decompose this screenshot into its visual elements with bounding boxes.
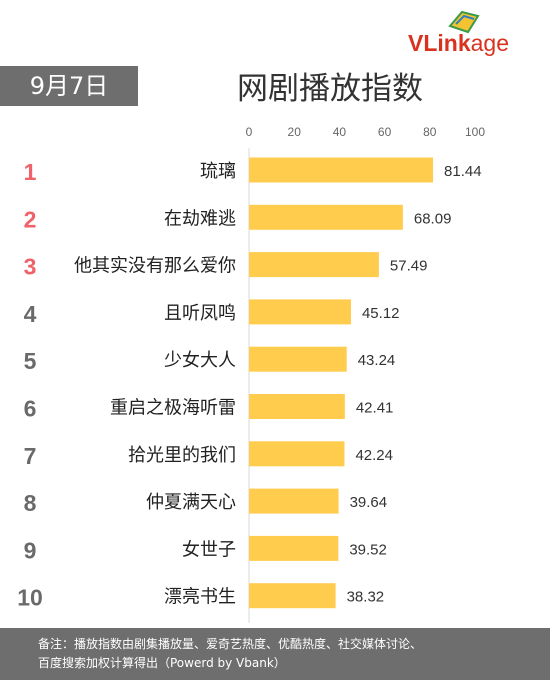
logo-text: VLinkage: [408, 30, 509, 56]
value-label: 68.09: [414, 210, 452, 227]
value-label: 42.24: [355, 447, 393, 464]
bar: [249, 157, 434, 183]
date-label: 9月7日: [0, 66, 138, 106]
bar: [249, 488, 339, 514]
footer-line-1: 备注：播放指数由剧集播放量、爱奇艺热度、优酷热度、社交媒体讨论、: [38, 637, 423, 651]
category-label: 漂亮书生: [164, 587, 236, 608]
value-label: 57.49: [390, 258, 428, 275]
rank-number: 9: [24, 537, 37, 563]
category-label: 拾光里的我们: [128, 445, 236, 466]
category-label: 少女大人: [164, 350, 236, 371]
category-label: 重启之极海听雷: [110, 398, 236, 419]
rank-number: 7: [24, 443, 37, 469]
bar: [249, 204, 403, 230]
vlinkage-logo: VLinkage: [408, 10, 538, 60]
logo-mark-icon: [448, 10, 480, 34]
value-label: 38.32: [347, 589, 385, 606]
category-label: 女世子: [182, 539, 236, 560]
rank-number: 6: [24, 396, 37, 422]
rank-number: 1: [24, 159, 37, 185]
value-label: 42.41: [356, 400, 394, 417]
category-label: 仲夏满天心: [146, 492, 236, 513]
page-title: 网剧播放指数: [237, 71, 423, 107]
bar-chart: 0 20 40 60 80 100 1 琉璃 81.44 2 在劫难逃 68.09 3 他其实没有那么爱你…: [17, 125, 485, 623]
x-tick-label: 80: [423, 125, 437, 139]
value-label: 43.24: [358, 352, 396, 369]
category-label: 琉璃: [200, 161, 236, 182]
value-label: 39.64: [350, 494, 388, 511]
rank-number: 5: [24, 348, 37, 374]
bar: [249, 583, 336, 609]
bar: [249, 441, 345, 467]
rank-number: 4: [24, 301, 37, 327]
value-label: 39.52: [349, 541, 387, 558]
rank-number: 8: [24, 490, 37, 516]
category-label: 且听凤鸣: [164, 303, 236, 324]
value-label: 45.12: [362, 305, 400, 322]
x-tick-label: 40: [333, 125, 347, 139]
rank-number: 10: [17, 585, 43, 611]
rank-number: 2: [24, 206, 37, 232]
x-tick-label: 0: [246, 125, 253, 139]
x-tick-label: 20: [288, 125, 302, 139]
x-tick-label: 100: [465, 125, 485, 139]
bar: [249, 346, 347, 372]
rank-number: 3: [24, 254, 37, 280]
category-label: 他其实没有那么爱你: [74, 256, 236, 277]
value-label: 81.44: [444, 163, 482, 180]
footer-note: 备注：播放指数由剧集播放量、爱奇艺热度、优酷热度、社交媒体讨论、 百度搜索加权计…: [0, 628, 550, 680]
footer-line-2: 百度搜索加权计算得出（Powerd by Vbank）: [38, 656, 286, 670]
bar: [249, 299, 351, 325]
category-label: 在劫难逃: [164, 208, 236, 229]
bar: [249, 252, 379, 278]
x-tick-label: 60: [378, 125, 392, 139]
bar: [249, 394, 345, 419]
bar: [249, 535, 339, 561]
